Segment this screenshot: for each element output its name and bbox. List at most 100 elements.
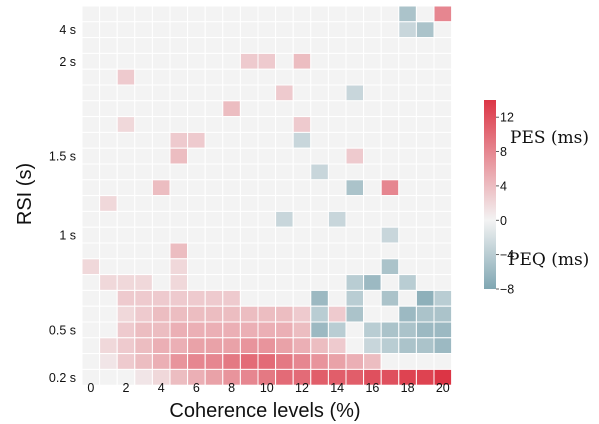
heatmap-cell xyxy=(292,5,312,23)
heatmap-cell xyxy=(345,116,365,133)
heatmap-cell xyxy=(169,305,189,323)
heatmap-cell xyxy=(310,179,329,197)
heatmap-cell xyxy=(151,21,171,39)
heatmap-cell xyxy=(398,84,417,102)
heatmap-cell xyxy=(151,116,171,133)
heatmap-cell xyxy=(433,289,453,307)
heatmap-cell xyxy=(327,179,347,197)
heatmap-cell xyxy=(204,147,224,165)
heatmap-cell xyxy=(222,353,241,370)
heatmap-cell xyxy=(433,163,453,181)
heatmap-cell xyxy=(257,21,277,39)
heatmap-cell xyxy=(433,179,453,197)
heatmap-cell xyxy=(275,274,294,291)
heatmap-cell xyxy=(187,289,206,307)
heatmap-cell xyxy=(257,147,277,165)
heatmap-cell xyxy=(81,305,101,323)
heatmap-cell xyxy=(169,52,189,70)
heatmap-cell xyxy=(239,131,259,149)
heatmap-cell xyxy=(169,195,189,212)
heatmap-cell xyxy=(257,274,277,291)
heatmap-cell xyxy=(204,84,224,102)
heatmap-cell xyxy=(327,242,347,260)
heatmap-cell xyxy=(134,195,153,212)
heatmap-cell xyxy=(239,163,259,181)
heatmap-cell xyxy=(99,289,118,307)
heatmap-cell xyxy=(169,68,189,86)
heatmap-cell xyxy=(398,147,417,165)
heatmap-cell xyxy=(99,52,118,70)
heatmap-cell xyxy=(222,37,241,54)
heatmap-cell xyxy=(239,305,259,323)
heatmap-cell xyxy=(222,258,241,276)
heatmap-cell xyxy=(275,147,294,165)
colorbar-label-positive: PES (ms) xyxy=(510,128,589,148)
heatmap-cell xyxy=(239,321,259,339)
heatmap-cell xyxy=(99,210,118,228)
heatmap-cell xyxy=(187,305,206,323)
heatmap-cell xyxy=(187,116,206,133)
heatmap-cell xyxy=(204,131,224,149)
heatmap-cell xyxy=(99,179,118,197)
heatmap-cell xyxy=(380,68,400,86)
heatmap-cell xyxy=(187,52,206,70)
heatmap-cell xyxy=(81,210,101,228)
heatmap-cell xyxy=(116,337,136,355)
heatmap-cell xyxy=(363,353,382,370)
x-axis-ticks: 0 2 4 6 8 10 12 14 16 18 20 xyxy=(87,381,449,395)
heatmap-cell xyxy=(433,321,453,339)
heatmap-cell xyxy=(116,147,136,165)
heatmap-cell xyxy=(134,84,153,102)
heatmap-cell xyxy=(151,258,171,276)
heatmap-cell xyxy=(433,100,453,118)
heatmap-cell xyxy=(204,305,224,323)
heatmap-cell xyxy=(292,305,312,323)
y-axis-title: RSI (s) xyxy=(14,163,36,225)
heatmap-cell xyxy=(222,242,241,260)
heatmap-cell xyxy=(222,179,241,197)
heatmap-cell xyxy=(204,226,224,244)
heatmap-cell xyxy=(415,84,435,102)
heatmap-cell xyxy=(398,321,417,339)
heatmap-cell xyxy=(345,131,365,149)
heatmap-cell xyxy=(345,353,365,370)
heatmap-cell xyxy=(275,337,294,355)
heatmap-cell xyxy=(310,368,329,386)
heatmap-cell xyxy=(310,274,329,291)
heatmap-cell xyxy=(151,274,171,291)
heatmap-cell xyxy=(222,210,241,228)
heatmap-cell xyxy=(380,5,400,23)
heatmap-cell xyxy=(398,258,417,276)
heatmap-cell xyxy=(292,353,312,370)
heatmap-cell xyxy=(116,21,136,39)
heatmap-cell xyxy=(151,179,171,197)
heatmap-cell xyxy=(81,163,101,181)
heatmap-cell xyxy=(327,116,347,133)
heatmap-cell xyxy=(415,5,435,23)
heatmap-cell xyxy=(134,37,153,54)
heatmap-cell xyxy=(81,147,101,165)
heatmap-cell xyxy=(398,353,417,370)
heatmap-cell xyxy=(222,52,241,70)
heatmap-cell xyxy=(116,195,136,212)
heatmap-cell xyxy=(275,84,294,102)
heatmap-cell xyxy=(222,321,241,339)
heatmap-cell xyxy=(275,68,294,86)
heatmap-cell xyxy=(415,147,435,165)
heatmap-cell xyxy=(415,179,435,197)
heatmap-cell xyxy=(415,321,435,339)
heatmap-cell xyxy=(134,289,153,307)
heatmap-cells xyxy=(81,5,453,386)
heatmap-cell xyxy=(134,147,153,165)
heatmap-cell xyxy=(187,321,206,339)
heatmap-cell xyxy=(398,21,417,39)
heatmap-cell xyxy=(151,5,171,23)
heatmap-cell xyxy=(415,258,435,276)
heatmap-cell xyxy=(134,100,153,118)
heatmap-cell xyxy=(292,226,312,244)
heatmap-cell xyxy=(134,179,153,197)
heatmap-cell xyxy=(345,163,365,181)
heatmap-cell xyxy=(239,100,259,118)
heatmap-cell xyxy=(99,68,118,86)
heatmap-cell xyxy=(363,100,382,118)
